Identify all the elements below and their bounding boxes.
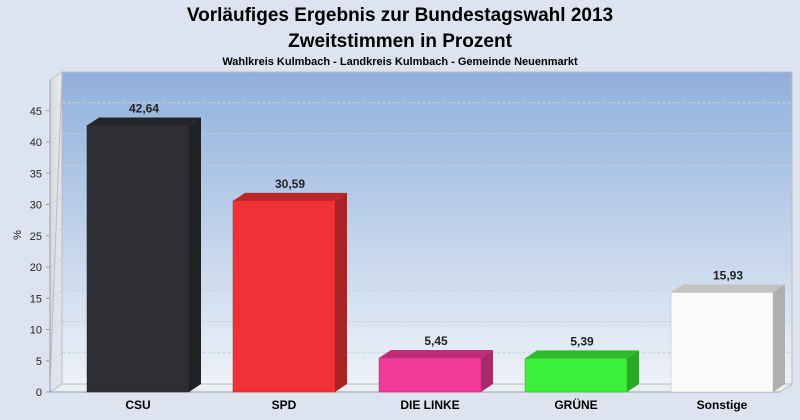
grid-line [49, 321, 792, 330]
x-category-label: GRÜNE [554, 397, 597, 412]
x-category-label: CSU [125, 398, 150, 412]
bar-die-linke: 5,45 [378, 334, 493, 393]
y-tick-label: 30 [30, 200, 42, 212]
grid-line [49, 164, 792, 174]
bar-side-face [189, 117, 201, 392]
y-tick-label: 25 [30, 231, 42, 243]
y-tick-label: 35 [30, 168, 42, 180]
bar-top-face [671, 284, 785, 293]
bar-spd: 30,59 [232, 177, 347, 393]
grid-line [49, 196, 792, 205]
bar-csu: 42,64 [86, 102, 201, 393]
y-axis-label: % [12, 230, 24, 240]
chart-caption: Wahlkreis Kulmbach - Landkreis Kulmbach … [222, 56, 578, 68]
grid-line [49, 289, 792, 299]
y-tick-label: 10 [30, 325, 42, 337]
bar-value-label: 5,39 [570, 334, 594, 348]
y-tick-label: 45 [30, 106, 42, 118]
bar-side-face [481, 349, 493, 392]
bar-value-label: 42,64 [129, 102, 159, 116]
chart-title: Vorläufiges Ergebnis zur Bundestagswahl … [187, 5, 613, 26]
y-tick-label: 40 [30, 137, 42, 149]
chart-subtitle: Zweitstimmen in Prozent [288, 31, 512, 52]
x-category-label: DIE LINKE [400, 398, 459, 412]
x-category-label: SPD [272, 398, 297, 412]
bar-side-face [773, 284, 785, 392]
bar-front [378, 357, 482, 393]
bar-top-face [233, 192, 347, 201]
bar-side-face [335, 192, 347, 392]
y-tick-label: 15 [30, 293, 42, 305]
bar-grüne: 5,39 [524, 334, 639, 393]
bar-front [670, 292, 774, 393]
grid-line [49, 133, 792, 143]
x-axis-categories: CSU SPD DIE LINKE GRÜNE Sonstige [125, 397, 747, 412]
y-tick-label: 20 [30, 262, 42, 274]
x-category-label: Sonstige [697, 398, 748, 412]
bar-top-face [379, 349, 493, 358]
bar-front [524, 358, 628, 393]
bar-sonstige: 15,93 [670, 268, 785, 393]
plot-left-wall [49, 71, 63, 385]
bars: 42,64 30,59 5,45 5,39 15,93 [86, 102, 785, 393]
bar-top-face [525, 350, 639, 359]
y-tick-label: 5 [36, 356, 42, 368]
y-axis-ticks: 0 5 10 15 20 25 30 35 40 45 [30, 106, 50, 399]
grid-line [49, 258, 792, 268]
bar-front [86, 125, 190, 393]
bar-side-face [627, 350, 639, 392]
grid-line [49, 227, 792, 237]
bar-top-face [87, 117, 201, 126]
bar-value-label: 5,45 [424, 334, 448, 348]
y-tick-label: 0 [36, 387, 42, 399]
bar-value-label: 30,59 [275, 177, 305, 191]
bar-front [232, 200, 336, 393]
grid-line [49, 102, 792, 112]
bar-value-label: 15,93 [713, 268, 743, 282]
